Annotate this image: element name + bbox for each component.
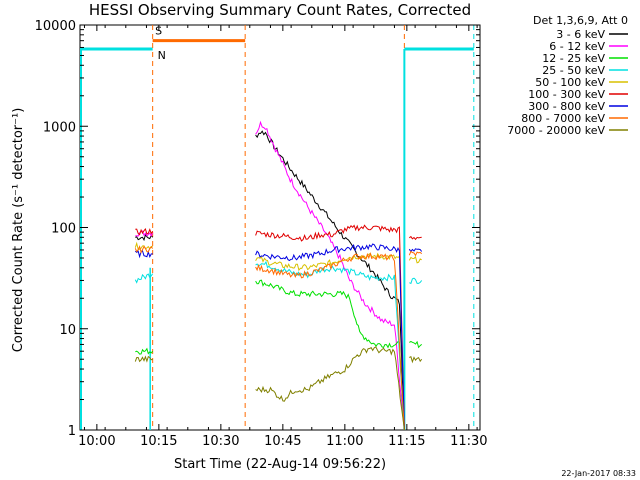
series-line — [134, 273, 154, 284]
series-line — [408, 235, 422, 241]
n-flag-label: N — [158, 49, 166, 62]
series-line — [135, 347, 154, 355]
legend-label: 7000 - 20000 keV — [507, 124, 605, 137]
series-line — [134, 355, 153, 363]
y-tick-label: 10 — [59, 323, 76, 338]
legend-label: 50 - 100 keV — [535, 76, 605, 89]
legend-label: 3 - 6 keV — [556, 28, 605, 41]
legend-label: 300 - 800 keV — [528, 100, 605, 113]
series-line — [255, 279, 405, 431]
plot-frame — [79, 24, 481, 431]
series-line — [408, 248, 423, 253]
series-line — [409, 340, 423, 349]
series-line — [134, 245, 154, 254]
series-line — [409, 277, 423, 285]
series-line — [255, 120, 405, 431]
series-line — [255, 243, 405, 431]
chart-title: HESSI Observing Summary Count Rates, Cor… — [89, 1, 471, 19]
axis-ticks: 10:00 10:15 10:30 10:45 11:00 11:15 11:30 1 10 10… — [35, 19, 488, 449]
series-line — [135, 227, 154, 236]
y-tick-label: 1000 — [43, 120, 76, 135]
series-line — [135, 230, 154, 237]
footer-date: 22-Jan-2017 08:33 — [561, 469, 636, 478]
x-tick-label: 11:00 — [326, 434, 363, 449]
series-line — [135, 233, 154, 242]
x-tick-label: 10:45 — [264, 434, 301, 449]
y-tick-label: 100 — [51, 222, 76, 237]
series-line — [134, 250, 153, 259]
legend-label: 6 - 12 keV — [549, 40, 605, 53]
series-line — [255, 251, 405, 431]
s-flag-label: S — [155, 25, 162, 38]
series-line — [408, 255, 422, 264]
x-tick-label: 11:15 — [388, 434, 425, 449]
chart-marks: SN — [80, 25, 475, 431]
series-line — [409, 355, 423, 364]
y-tick-label: 10000 — [35, 19, 76, 34]
legend-label: 12 - 25 keV — [542, 52, 605, 65]
x-axis-label: Start Time (22-Aug-14 09:56:22) — [174, 457, 386, 472]
legend-label: 100 - 300 keV — [528, 88, 605, 101]
x-tick-label: 10:00 — [78, 434, 115, 449]
series-line — [255, 130, 405, 431]
x-tick-label: 10:30 — [202, 434, 239, 449]
series-line — [255, 224, 405, 431]
x-tick-label: 11:30 — [450, 434, 487, 449]
series-line — [408, 250, 423, 257]
series-line — [255, 346, 405, 431]
y-tick-label: 1 — [68, 424, 76, 439]
x-tick-label: 10:15 — [140, 434, 177, 449]
legend-label: 800 - 7000 keV — [521, 112, 605, 125]
legend-label: 25 - 50 keV — [542, 64, 605, 77]
series-line — [255, 260, 405, 431]
y-axis-label: Corrected Count Rate (s⁻¹ detector⁻¹) — [11, 108, 26, 353]
legend-title: Det 1,3,6,9, Att 0 — [533, 14, 628, 27]
